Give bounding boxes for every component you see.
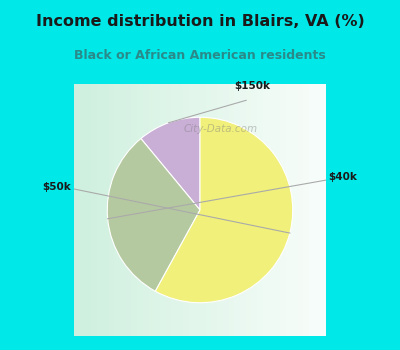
Bar bbox=[291, 54, 297, 350]
Bar bbox=[223, 54, 228, 350]
Bar bbox=[126, 54, 132, 350]
Bar bbox=[217, 54, 223, 350]
Bar bbox=[132, 54, 137, 350]
Bar bbox=[366, 54, 371, 350]
Bar bbox=[29, 54, 34, 350]
Bar bbox=[228, 54, 234, 350]
Bar bbox=[354, 54, 360, 350]
Bar bbox=[314, 54, 320, 350]
Wedge shape bbox=[107, 139, 200, 291]
Bar bbox=[200, 54, 206, 350]
Text: Income distribution in Blairs, VA (%): Income distribution in Blairs, VA (%) bbox=[36, 14, 364, 29]
Text: $40k: $40k bbox=[329, 172, 358, 182]
Bar bbox=[166, 54, 172, 350]
Wedge shape bbox=[155, 117, 293, 303]
Bar bbox=[252, 54, 257, 350]
Bar bbox=[206, 54, 212, 350]
Bar bbox=[246, 54, 252, 350]
Bar bbox=[69, 54, 74, 350]
Bar bbox=[303, 54, 308, 350]
Bar bbox=[337, 54, 343, 350]
Bar bbox=[137, 54, 143, 350]
Bar bbox=[212, 54, 217, 350]
Bar bbox=[183, 54, 188, 350]
Bar bbox=[263, 54, 268, 350]
Bar bbox=[160, 54, 166, 350]
Bar bbox=[188, 54, 194, 350]
Bar bbox=[92, 54, 97, 350]
Bar bbox=[80, 54, 86, 350]
Bar bbox=[297, 54, 303, 350]
Bar bbox=[148, 54, 154, 350]
Bar bbox=[348, 54, 354, 350]
Bar bbox=[103, 54, 109, 350]
Bar bbox=[34, 54, 40, 350]
Bar bbox=[326, 54, 331, 350]
Bar bbox=[154, 54, 160, 350]
Text: Black or African American residents: Black or African American residents bbox=[74, 49, 326, 62]
Bar bbox=[109, 54, 114, 350]
Bar bbox=[286, 54, 291, 350]
Bar bbox=[257, 54, 263, 350]
Bar bbox=[120, 54, 126, 350]
Wedge shape bbox=[141, 117, 200, 210]
Bar bbox=[268, 54, 274, 350]
Bar bbox=[97, 54, 103, 350]
Text: $150k: $150k bbox=[234, 81, 270, 91]
Bar bbox=[177, 54, 183, 350]
Bar bbox=[331, 54, 337, 350]
Bar bbox=[57, 54, 63, 350]
Bar bbox=[360, 54, 366, 350]
Bar bbox=[40, 54, 46, 350]
Bar bbox=[343, 54, 348, 350]
Bar bbox=[320, 54, 326, 350]
Bar bbox=[46, 54, 52, 350]
Bar bbox=[194, 54, 200, 350]
Bar bbox=[240, 54, 246, 350]
Text: $50k: $50k bbox=[42, 182, 71, 192]
Bar bbox=[172, 54, 177, 350]
Bar bbox=[86, 54, 92, 350]
Bar bbox=[63, 54, 69, 350]
Bar bbox=[308, 54, 314, 350]
Bar bbox=[52, 54, 57, 350]
Bar bbox=[234, 54, 240, 350]
Bar bbox=[114, 54, 120, 350]
Bar bbox=[274, 54, 280, 350]
Bar bbox=[143, 54, 148, 350]
Bar bbox=[280, 54, 286, 350]
Bar bbox=[74, 54, 80, 350]
Text: City-Data.com: City-Data.com bbox=[183, 124, 257, 134]
